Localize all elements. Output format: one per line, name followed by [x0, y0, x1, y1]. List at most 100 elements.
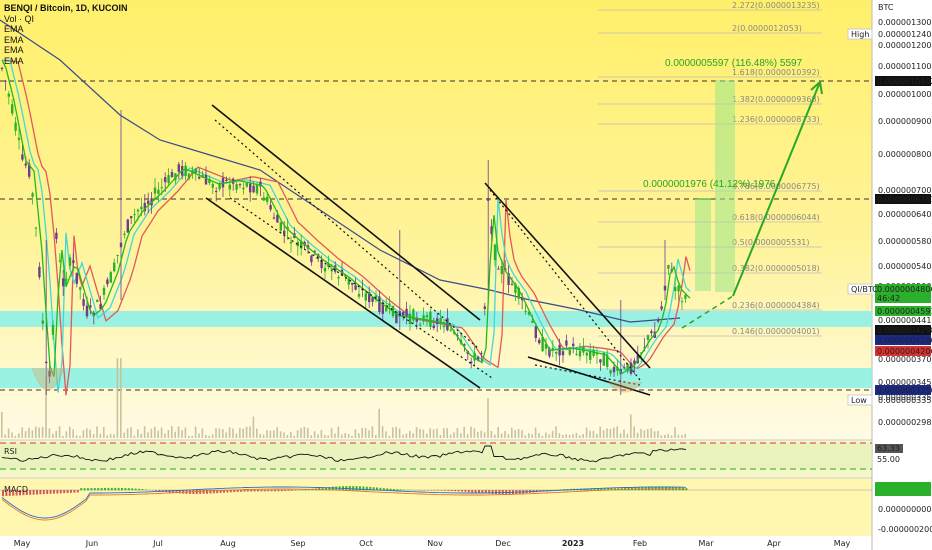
candle-body [483, 306, 486, 309]
price-flag [875, 284, 931, 294]
candle-body [289, 241, 293, 244]
candle-body [364, 293, 367, 301]
macd-bar [454, 490, 457, 492]
macd-bar [134, 488, 137, 491]
macd-bar [267, 490, 270, 492]
candle-body [551, 347, 554, 350]
volume-bar [392, 427, 394, 438]
volume-series [1, 358, 686, 438]
candle-body [320, 260, 323, 269]
macd-bar [467, 490, 470, 493]
candle-body [432, 325, 435, 328]
fib-level-label: 0.786(0.0000006775) [732, 182, 820, 191]
volume-bar [96, 426, 98, 438]
volume-bar [582, 434, 584, 438]
macd-bar [654, 486, 657, 491]
candle-body [109, 272, 112, 283]
macd-bar [291, 490, 293, 491]
macd-bar [97, 488, 100, 491]
candle-body [470, 361, 473, 364]
volume-bar [72, 429, 74, 438]
macd-bar [206, 490, 208, 494]
macd-bar [175, 490, 178, 494]
volume-bar [483, 432, 486, 438]
candle-body [589, 351, 592, 360]
volume-bar [368, 430, 370, 438]
candle-body [102, 287, 106, 295]
candle-body [28, 163, 31, 177]
ema-label-2: EMA [4, 34, 24, 45]
candle-body [286, 226, 289, 230]
volume-bar [222, 429, 224, 438]
volume-bar [130, 427, 132, 438]
macd-bar [321, 487, 324, 491]
volume-bar [69, 426, 71, 438]
candle-body [531, 320, 534, 323]
volume-bar [436, 428, 438, 438]
candle-body [133, 214, 136, 216]
volume-bar [313, 431, 316, 438]
volume-bar [41, 427, 44, 438]
macd-bar [280, 490, 283, 492]
volume-bar [344, 433, 346, 438]
candle-body [408, 313, 412, 324]
volume-bar [385, 431, 387, 438]
volume-bar [358, 433, 360, 438]
candle-body [313, 251, 316, 253]
projection-arrow [732, 81, 821, 297]
candle-body [623, 367, 626, 369]
macd-bar [610, 488, 613, 491]
candle-body [517, 288, 520, 299]
volume-bar [38, 427, 40, 438]
candle-body [565, 340, 568, 346]
candle-body [272, 217, 276, 219]
candle-body [221, 177, 225, 188]
volume-bar [551, 430, 554, 438]
volume-bar [92, 434, 95, 438]
macd-bar [246, 490, 249, 492]
price-flag-value: 46:42 [877, 294, 900, 303]
candle-body [255, 184, 259, 194]
candle-body [555, 352, 558, 354]
volume-bar [58, 426, 61, 438]
macd-value-flag [875, 482, 931, 496]
candle-body [405, 308, 408, 318]
macd-bar [29, 490, 32, 495]
volume-bar [52, 433, 54, 438]
candle-body [585, 352, 588, 356]
volume-bar [419, 428, 421, 438]
price-tick-label: 0.0000009000 [878, 117, 932, 126]
volume-bar [490, 430, 493, 438]
macd-bar [202, 490, 205, 494]
candle-body [113, 262, 116, 272]
volume-bar [160, 427, 163, 438]
candle-body [385, 307, 388, 312]
volume-bar [191, 435, 193, 438]
volume-bar [143, 426, 146, 438]
price-tick-label: 0.0000008000 [878, 150, 932, 159]
volume-bar [562, 434, 564, 438]
volume-bar [602, 430, 605, 438]
chart-title: BENQI / Bitcoin, 1D, KUCOIN [4, 3, 128, 13]
volume-bar [412, 433, 414, 438]
volume-bar [286, 435, 289, 438]
volume-bar [439, 434, 442, 438]
trendline-dotted [214, 119, 479, 349]
macd-bar [209, 490, 212, 494]
fib-level-label: 0.618(0.0000006044) [732, 213, 820, 222]
macd-bar [304, 489, 307, 491]
volume-bar [653, 431, 656, 438]
ema-label-1: EMA [4, 24, 24, 34]
candle-body [463, 344, 466, 346]
volume-bar [531, 434, 533, 438]
macd-bar [121, 487, 123, 491]
volume-label: Vol · QI [4, 13, 35, 24]
volume-bar [269, 430, 272, 438]
volume-bar [670, 435, 673, 438]
macd-bar [481, 490, 484, 494]
candle-body [174, 173, 177, 181]
volume-bar [432, 429, 435, 438]
macd-bar [76, 490, 79, 493]
candle-body [663, 285, 667, 291]
